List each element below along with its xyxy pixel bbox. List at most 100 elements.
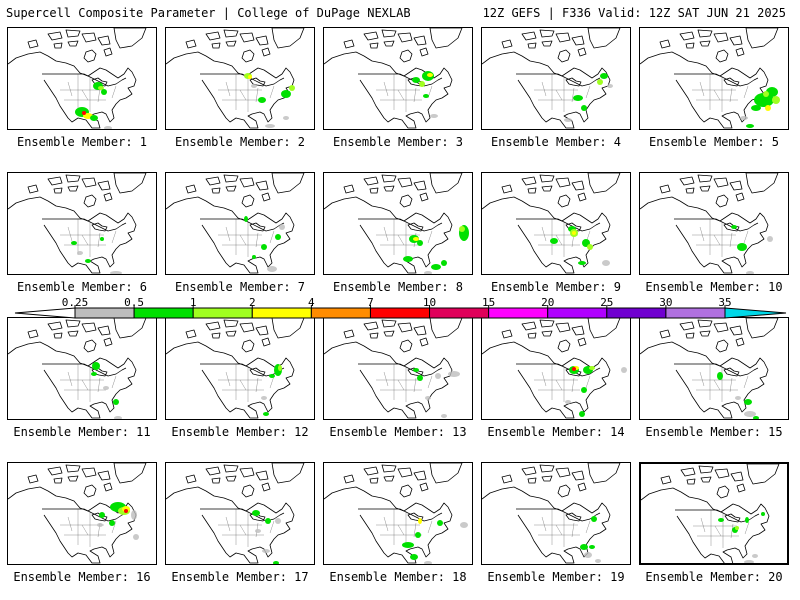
member-map-panel[interactable]: [323, 27, 473, 130]
member-map-panel[interactable]: [165, 27, 315, 130]
scp-contour-fill: [99, 512, 105, 518]
arctic-island-outline: [81, 32, 97, 43]
arctic-island-outline: [521, 466, 537, 476]
scp-contour-fill: [597, 79, 603, 85]
arctic-island-outline: [698, 465, 714, 474]
state-border: [571, 377, 575, 393]
coastline: [166, 196, 295, 274]
state-border: [111, 375, 117, 389]
arctic-island-outline: [571, 325, 585, 336]
greenland-outline: [429, 318, 463, 339]
member-map-panel[interactable]: [481, 172, 631, 275]
member-map-panel[interactable]: [7, 462, 157, 565]
scp-contour-fill: [265, 518, 271, 524]
greenland-outline: [271, 463, 305, 484]
member-map-panel[interactable]: [639, 172, 789, 275]
scp-contour-fill: [103, 386, 109, 390]
state-border: [427, 375, 433, 389]
arctic-island-outline: [541, 475, 553, 482]
member-map-panel[interactable]: [639, 462, 789, 565]
country-border: [200, 73, 285, 87]
coastline: [324, 341, 453, 419]
arctic-island-outline: [685, 187, 695, 194]
member-map-panel[interactable]: [481, 27, 631, 130]
member-caption: Ensemble Member: 13: [329, 425, 467, 439]
arctic-island-outline: [730, 471, 744, 482]
hudson-bay-outline: [399, 194, 413, 208]
state-border: [713, 379, 721, 391]
scp-contour-fill: [110, 271, 122, 274]
arctic-island-outline: [383, 475, 395, 482]
scp-contour-fill: [437, 520, 443, 526]
member-map-panel[interactable]: [481, 462, 631, 565]
state-border: [269, 85, 275, 99]
member-map-panel[interactable]: [165, 462, 315, 565]
colorbar-tick-label: 35: [718, 296, 731, 309]
hudson-bay-outline: [557, 339, 571, 353]
hudson-bay-outline: [241, 339, 255, 353]
arctic-island-outline: [555, 32, 571, 43]
scp-field: [252, 510, 281, 564]
member-map-panel[interactable]: [639, 317, 789, 420]
arctic-island-outline: [686, 478, 696, 485]
arctic-island-outline: [577, 337, 587, 347]
member-map-panel[interactable]: [481, 317, 631, 420]
member-caption: Ensemble Member: 18: [329, 570, 467, 584]
country-border: [358, 363, 443, 377]
arctic-island-outline: [699, 40, 711, 47]
hudson-bay-outline: [557, 484, 571, 498]
arctic-island-outline: [369, 332, 379, 339]
country-border: [42, 73, 127, 87]
arctic-island-outline: [211, 477, 221, 484]
state-border: [743, 85, 749, 99]
north-america-map: [324, 463, 468, 564]
state-border: [729, 87, 733, 103]
scp-contour-fill: [735, 526, 739, 530]
scp-field: [718, 512, 765, 563]
arctic-island-outline: [369, 42, 379, 49]
member-map-panel[interactable]: [323, 317, 473, 420]
scp-contour-fill: [621, 367, 627, 373]
member-map-panel[interactable]: [7, 317, 157, 420]
member-map-panel[interactable]: [323, 172, 473, 275]
arctic-island-outline: [397, 322, 413, 333]
member-map-panel[interactable]: [639, 27, 789, 130]
member-map-panel[interactable]: [7, 27, 157, 130]
arctic-island-outline: [381, 174, 397, 183]
member-map-panel[interactable]: [165, 317, 315, 420]
country-border: [42, 363, 127, 377]
state-border: [383, 226, 389, 242]
scp-contour-fill: [114, 416, 122, 419]
north-america-map: [640, 173, 779, 274]
member-caption: Ensemble Member: 16: [13, 570, 151, 584]
member-caption: Ensemble Member: 4: [490, 135, 622, 149]
hudson-bay-outline: [715, 194, 729, 208]
scp-contour-fill: [131, 510, 137, 520]
member-map-panel[interactable]: [323, 462, 473, 565]
hudson-bay-outline: [399, 49, 413, 63]
arctic-island-outline: [383, 185, 395, 192]
arctic-island-outline: [27, 184, 39, 194]
arctic-island-outline: [103, 192, 113, 202]
greenland-outline: [271, 318, 305, 339]
arctic-island-outline: [65, 174, 81, 183]
coastline: [482, 341, 611, 419]
arctic-island-outline: [660, 475, 672, 485]
scp-contour-fill: [100, 237, 104, 241]
arctic-island-outline: [255, 35, 269, 46]
member-map-panel[interactable]: [7, 172, 157, 275]
great-lakes-outline: [91, 222, 108, 232]
arctic-island-outline: [103, 482, 113, 492]
state-border: [413, 377, 417, 393]
north-america-map: [482, 318, 627, 419]
member-map-panel[interactable]: [165, 172, 315, 275]
arctic-island-outline: [577, 47, 587, 57]
great-lakes-outline: [249, 222, 266, 232]
arctic-island-outline: [67, 330, 79, 337]
arctic-island-outline: [223, 29, 239, 38]
arctic-island-outline: [539, 464, 555, 473]
scp-contour-fill: [745, 517, 749, 523]
scp-contour-fill: [244, 216, 248, 222]
arctic-island-outline: [571, 470, 585, 481]
colorbar-tick-label: 2: [249, 296, 256, 309]
